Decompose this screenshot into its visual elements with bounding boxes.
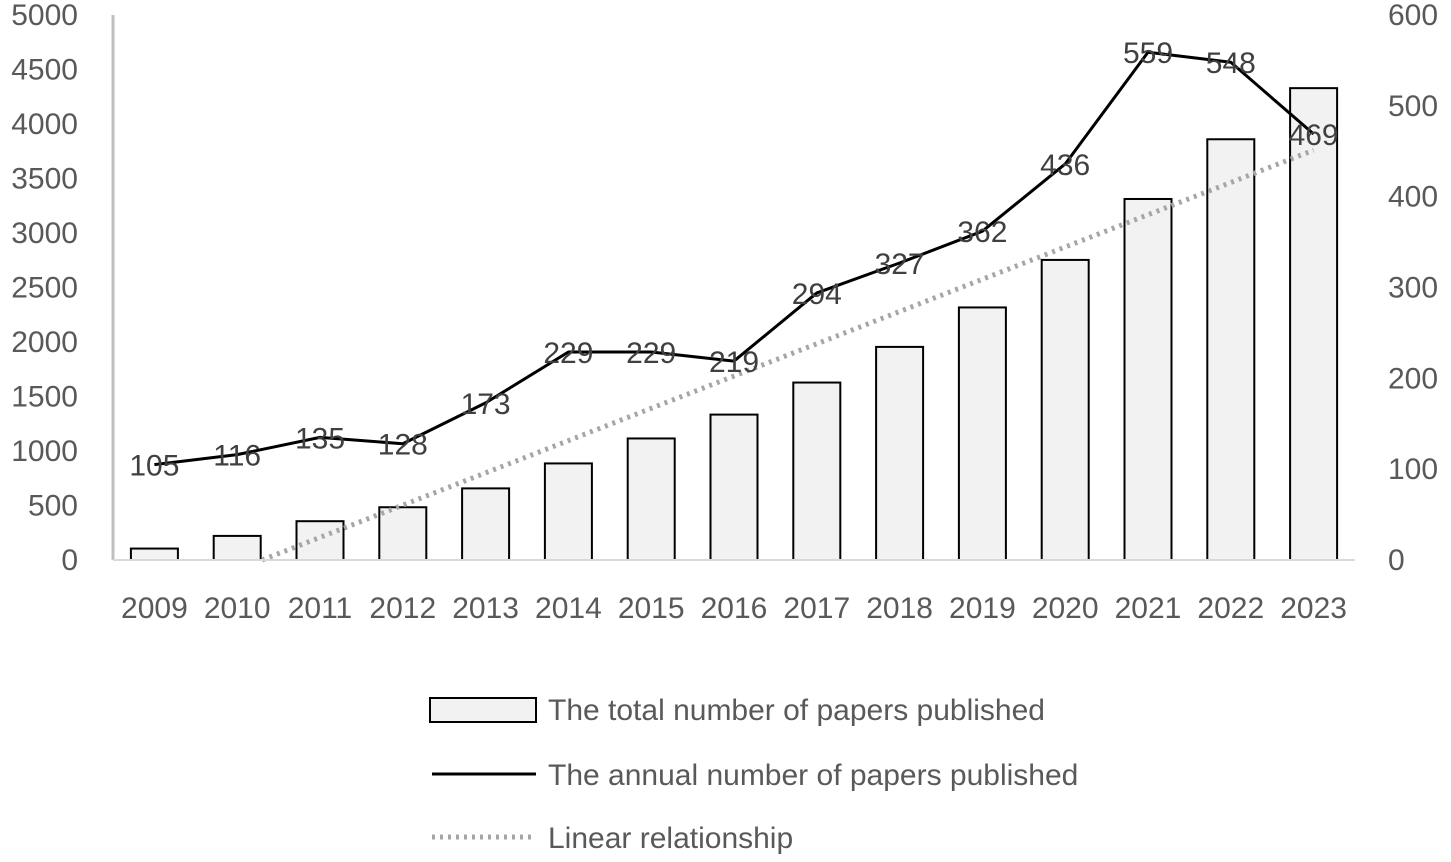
legend-label-total: The total number of papers published	[548, 694, 1045, 727]
bar-2013	[461, 487, 511, 561]
bar-2010	[212, 534, 262, 562]
left-tick-label: 3000	[11, 217, 78, 250]
data-label-2013: 173	[461, 388, 511, 421]
line-series-annual	[154, 50, 1315, 467]
left-axis: 0 500 1000 1500 2000 2500 3000 3500 4000 4500 5000	[11, 0, 115, 577]
data-label-2020: 436	[1040, 149, 1090, 182]
x-tick-label: 2019	[949, 592, 1016, 625]
bar-2014	[543, 462, 593, 561]
x-tick-label: 2020	[1032, 592, 1099, 625]
left-tick-label: 2000	[11, 326, 78, 359]
data-label-2010: 116	[213, 440, 261, 473]
right-tick-label: 400	[1388, 181, 1438, 214]
x-tick-label: 2021	[1115, 592, 1182, 625]
data-label-2021: 559	[1123, 37, 1173, 70]
left-tick-label: 1000	[11, 435, 78, 468]
bar-2012	[378, 506, 428, 561]
x-tick-label: 2022	[1197, 592, 1264, 625]
left-tick-label: 5000	[11, 0, 78, 32]
bar-series-total	[129, 87, 1339, 562]
data-label-2012: 128	[378, 429, 428, 462]
legend-label-trendline: Linear relationship	[548, 822, 793, 855]
x-tick-label: 2018	[866, 592, 933, 625]
x-tick-label: 2009	[121, 592, 188, 625]
left-tick-label: 0	[61, 544, 78, 577]
x-tick-label: 2012	[369, 592, 436, 625]
bar-2022	[1206, 138, 1256, 561]
left-tick-label: 3500	[11, 163, 78, 196]
x-tick-label: 2010	[204, 592, 271, 625]
data-label-2022: 548	[1206, 47, 1256, 80]
right-tick-label: 100	[1388, 453, 1438, 486]
data-label-2019: 362	[957, 216, 1007, 249]
right-tick-label: 300	[1388, 272, 1438, 305]
legend-label-annual: The annual number of papers published	[548, 759, 1078, 792]
right-axis: 0 100 200 300 400 500 600	[1388, 0, 1438, 577]
bar-2016	[709, 413, 759, 561]
left-tick-label: 2500	[11, 272, 78, 305]
x-tick-label: 2014	[535, 592, 602, 625]
data-labels-annual: 105 116 135 128 173 229 229 219 294 327 362 436 559 5…	[129, 37, 1338, 482]
bar-2019	[957, 306, 1007, 561]
data-label-2009: 105	[129, 450, 179, 483]
legend: The total number of papers published The…	[429, 694, 1078, 855]
bar-2023	[1289, 87, 1339, 561]
left-tick-label: 4000	[11, 108, 78, 141]
bar-2011	[295, 520, 345, 561]
bar-2020	[1040, 258, 1090, 561]
x-tick-label: 2017	[783, 592, 850, 625]
x-tick-label: 2023	[1280, 592, 1347, 625]
legend-swatch-bar	[429, 697, 537, 723]
right-tick-label: 0	[1388, 544, 1405, 577]
bar-2009	[129, 547, 179, 561]
data-label-2023: 469	[1289, 119, 1339, 152]
x-tick-label: 2011	[288, 592, 353, 625]
data-label-2014: 229	[543, 337, 593, 370]
left-tick-label: 1500	[11, 381, 78, 414]
bar-2021	[1123, 197, 1173, 561]
data-label-2018: 327	[875, 248, 925, 281]
x-tick-label: 2016	[701, 592, 768, 625]
data-label-2011: 135	[295, 422, 345, 455]
left-tick-label: 500	[28, 490, 78, 523]
bar-2018	[875, 345, 925, 561]
bar-2017	[792, 381, 842, 561]
x-tick-label: 2013	[452, 592, 519, 625]
right-tick-label: 600	[1388, 0, 1438, 32]
left-tick-label: 4500	[11, 54, 78, 87]
data-label-2016: 219	[709, 346, 759, 379]
bar-2015	[626, 437, 676, 561]
annual-line	[154, 50, 1315, 467]
right-tick-label: 200	[1388, 362, 1438, 395]
x-axis: 2009 2010 2011 2012 2013 2014 2015 2016 2017 2018…	[113, 559, 1355, 625]
x-tick-label: 2015	[618, 592, 685, 625]
data-label-2015: 229	[626, 337, 676, 370]
data-label-2017: 294	[792, 278, 842, 311]
right-tick-label: 500	[1388, 90, 1438, 123]
